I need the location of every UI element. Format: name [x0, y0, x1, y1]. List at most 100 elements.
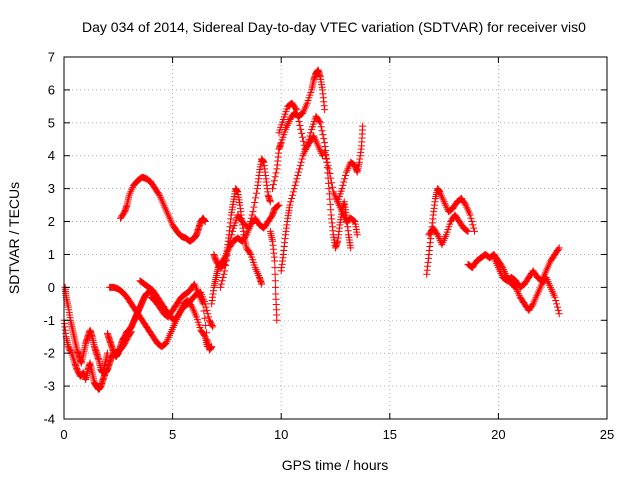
- series-arc-16: [334, 198, 361, 239]
- data-point: [252, 189, 260, 197]
- data-point: [208, 322, 216, 330]
- data-point: [307, 129, 315, 137]
- series-arc-15: [321, 122, 367, 206]
- data-point: [67, 348, 75, 356]
- data-point: [269, 185, 277, 193]
- data-point: [471, 227, 479, 235]
- data-point: [217, 280, 225, 288]
- data-point: [555, 310, 563, 318]
- data-point: [288, 191, 296, 199]
- y-tick-label: 7: [48, 50, 55, 65]
- data-point: [319, 131, 327, 139]
- data-point: [219, 273, 227, 281]
- data-point: [328, 179, 336, 187]
- data-point: [155, 190, 163, 198]
- data-point: [226, 237, 234, 245]
- x-tick-label: 25: [600, 427, 614, 442]
- data-point: [303, 142, 311, 150]
- data-point: [292, 106, 300, 114]
- data-point: [286, 201, 294, 209]
- data-point: [340, 178, 348, 186]
- data-point: [552, 297, 560, 305]
- y-tick-label: 4: [48, 148, 55, 163]
- data-point: [328, 183, 336, 191]
- data-point: [350, 217, 358, 225]
- axis-ticks: 0 5 10 15 20 25 -4 -3 -2 -1 0 1 2 3 4 5 6 7: [43, 50, 614, 443]
- data-point: [205, 313, 213, 321]
- data-point: [270, 177, 278, 185]
- data-point: [297, 158, 305, 166]
- data-point: [220, 270, 228, 278]
- y-axis-label: SDTVAR / TECUs: [6, 182, 22, 294]
- x-tick-label: 15: [383, 427, 397, 442]
- series-arc-14: [277, 112, 355, 275]
- data-point: [273, 316, 281, 324]
- data-point: [353, 231, 361, 239]
- data-point: [322, 152, 330, 160]
- data-point: [299, 137, 307, 145]
- data-point: [247, 214, 255, 222]
- series-arc-10: [216, 155, 274, 291]
- data-point: [315, 118, 323, 126]
- y-tick-label: 6: [48, 82, 55, 97]
- data-point: [553, 300, 561, 308]
- x-axis-label: GPS time / hours: [282, 457, 389, 473]
- data-point: [324, 162, 332, 170]
- data-point: [341, 175, 349, 183]
- data-point: [338, 185, 346, 193]
- data-point: [218, 277, 226, 285]
- data-point: [323, 158, 331, 166]
- data-point: [298, 155, 306, 163]
- data-point: [248, 211, 256, 219]
- data-point: [271, 264, 279, 272]
- data-point: [327, 174, 335, 182]
- data-point: [204, 310, 212, 318]
- data-point: [466, 211, 474, 219]
- y-tick-label: 1: [48, 247, 55, 262]
- data-point: [200, 307, 208, 315]
- data-point: [296, 162, 304, 170]
- y-tick-label: -4: [43, 412, 55, 427]
- y-tick-label: 5: [48, 115, 55, 130]
- data-point: [294, 171, 302, 179]
- data-point: [554, 245, 562, 253]
- data-point: [246, 218, 254, 226]
- x-tick-label: 10: [274, 427, 288, 442]
- y-tick-label: 0: [48, 280, 55, 295]
- data-point: [202, 322, 210, 330]
- data-point: [320, 135, 328, 143]
- data-point: [318, 127, 326, 135]
- data-point: [296, 121, 304, 129]
- data-point: [222, 256, 230, 264]
- data-point: [290, 185, 298, 193]
- series-arc-9: [210, 185, 266, 288]
- plot-frame: [63, 56, 608, 420]
- x-tick-label: 20: [491, 427, 505, 442]
- data-point: [250, 203, 258, 211]
- data-point: [249, 208, 257, 216]
- data-point: [223, 251, 231, 259]
- data-point: [288, 195, 296, 203]
- data-point: [216, 283, 224, 291]
- data-point: [295, 165, 303, 173]
- data-point: [341, 171, 349, 179]
- data-point: [224, 246, 232, 254]
- data-point: [305, 135, 313, 143]
- data-point: [322, 155, 330, 163]
- y-tick-label: 2: [48, 214, 55, 229]
- data-point: [225, 241, 233, 249]
- data-point: [208, 343, 216, 351]
- data-point: [321, 148, 329, 156]
- data-point: [306, 132, 314, 140]
- data-point: [293, 110, 301, 118]
- data-point: [245, 224, 253, 232]
- data-point: [251, 198, 259, 206]
- data-point: [271, 257, 279, 265]
- data-point: [292, 104, 300, 112]
- y-tick-label: -3: [43, 379, 55, 394]
- data-point: [209, 323, 217, 331]
- data-point: [295, 118, 303, 126]
- data-point: [463, 227, 471, 235]
- data-point: [294, 114, 302, 122]
